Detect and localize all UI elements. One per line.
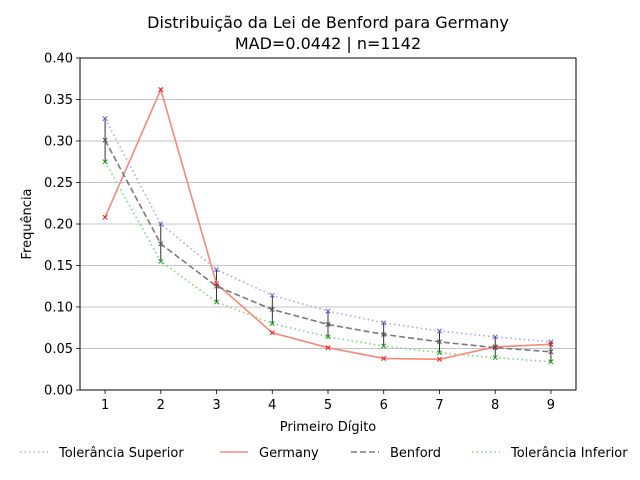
data-point-marker [325,321,331,327]
data-point-marker [381,355,387,362]
x-tick-label: 1 [101,398,109,413]
data-point-marker [492,355,498,361]
data-point-marker [548,359,554,365]
data-point-marker [269,321,275,327]
data-point-marker [269,330,275,336]
y-tick-label: 0.10 [44,301,73,316]
chart-title: Distribuição da Lei de Benford para Germ… [147,13,509,32]
y-tick-label: 0.20 [44,218,73,233]
data-point-marker [492,345,498,351]
data-point-marker [436,356,443,362]
data-point-marker [548,349,554,355]
legend: Tolerância Superior Germany Benford Tolerân… [20,446,628,461]
data-point-marker [269,292,275,298]
data-point-marker [548,341,554,347]
data-point-marker [158,241,164,247]
data-point-marker [381,320,387,326]
legend-label: Tolerância Inferior [510,446,628,461]
series-line [104,118,551,343]
x-axis-label: Primeiro Dígito [280,420,377,435]
data-point-marker [436,339,443,345]
data-point-marker [102,159,108,165]
x-axis-ticks: 1 2 3 4 5 6 7 8 9 [101,390,555,413]
y-tick-label: 0.30 [44,135,73,150]
y-tick-label: 0.05 [44,342,73,357]
x-tick-label: 3 [212,398,220,413]
data-point-marker [158,86,164,93]
data-point-marker [213,299,220,305]
series-markers [102,86,554,365]
grid-lines [80,57,576,391]
data-point-marker [492,334,498,340]
x-tick-label: 5 [324,398,332,413]
x-tick-label: 7 [435,398,443,413]
data-point-marker [436,350,443,356]
chart-subtitle: MAD=0.0442 | n=1142 [235,34,421,53]
error-bars [104,118,552,362]
data-point-marker [102,116,108,122]
y-tick-label: 0.35 [44,93,73,108]
data-point-marker [158,221,164,227]
legend-label: Germany [259,446,319,461]
x-tick-label: 6 [380,398,388,413]
series-line [104,161,551,363]
y-tick-label: 0.25 [44,176,73,191]
legend-item: Benford [351,446,441,461]
data-point-marker [381,343,387,349]
x-tick-label: 9 [547,398,555,413]
legend-item: Germany [220,446,319,461]
x-tick-label: 4 [268,398,276,413]
data-point-marker [436,328,443,334]
y-axis-label: Frequência [20,188,35,259]
x-tick-label: 8 [491,398,499,413]
data-point-marker [102,214,108,220]
data-point-marker [325,334,331,340]
data-point-marker [381,331,387,337]
data-point-marker [213,267,220,273]
data-point-marker [213,283,220,289]
legend-label: Tolerância Superior [58,446,184,461]
y-axis-ticks: 0.00 0.05 0.10 0.15 0.20 0.25 0.30 0.35 0.40 [44,52,80,399]
legend-item: Tolerância Superior [20,446,184,461]
data-point-marker [325,345,331,351]
y-tick-label: 0.00 [44,384,73,399]
y-tick-label: 0.40 [44,52,73,67]
legend-label: Benford [390,446,441,461]
y-tick-label: 0.15 [44,259,73,274]
data-point-marker [492,344,498,350]
data-point-marker [325,308,331,314]
data-point-marker [102,137,108,143]
data-point-marker [269,306,275,313]
x-tick-label: 2 [157,398,165,413]
data-point-marker [158,258,164,264]
legend-item: Tolerância Inferior [472,446,628,461]
